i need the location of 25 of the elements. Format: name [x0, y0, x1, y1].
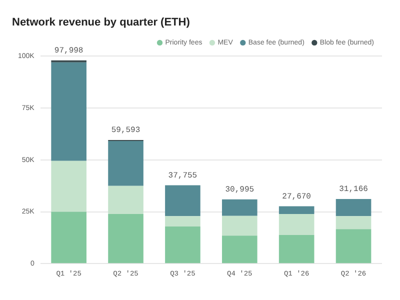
- bar: [222, 199, 258, 216]
- total-label: 37,755: [168, 171, 198, 180]
- total-label: 31,166: [339, 185, 368, 194]
- bar: [108, 186, 144, 214]
- bar: [336, 229, 372, 264]
- bar: [165, 216, 200, 226]
- bar: [108, 214, 144, 264]
- bar: [165, 226, 200, 264]
- total-label: 97,998: [54, 46, 84, 56]
- bar: [278, 206, 314, 214]
- bar: [165, 185, 200, 216]
- bar: [278, 214, 314, 235]
- bar: [222, 216, 258, 236]
- bar: [51, 160, 86, 212]
- bar: [336, 198, 372, 216]
- total-label: 59,593: [111, 126, 140, 136]
- bar: [336, 216, 372, 230]
- chart-title: Network revenue by quarter (ETH): [12, 16, 190, 29]
- total-label: 30,995: [225, 185, 254, 194]
- bar: [51, 212, 86, 264]
- bar: [278, 234, 314, 264]
- bar: [108, 141, 144, 186]
- total-label: 27,670: [282, 192, 312, 202]
- bar: [222, 236, 258, 264]
- bar: [51, 62, 86, 161]
